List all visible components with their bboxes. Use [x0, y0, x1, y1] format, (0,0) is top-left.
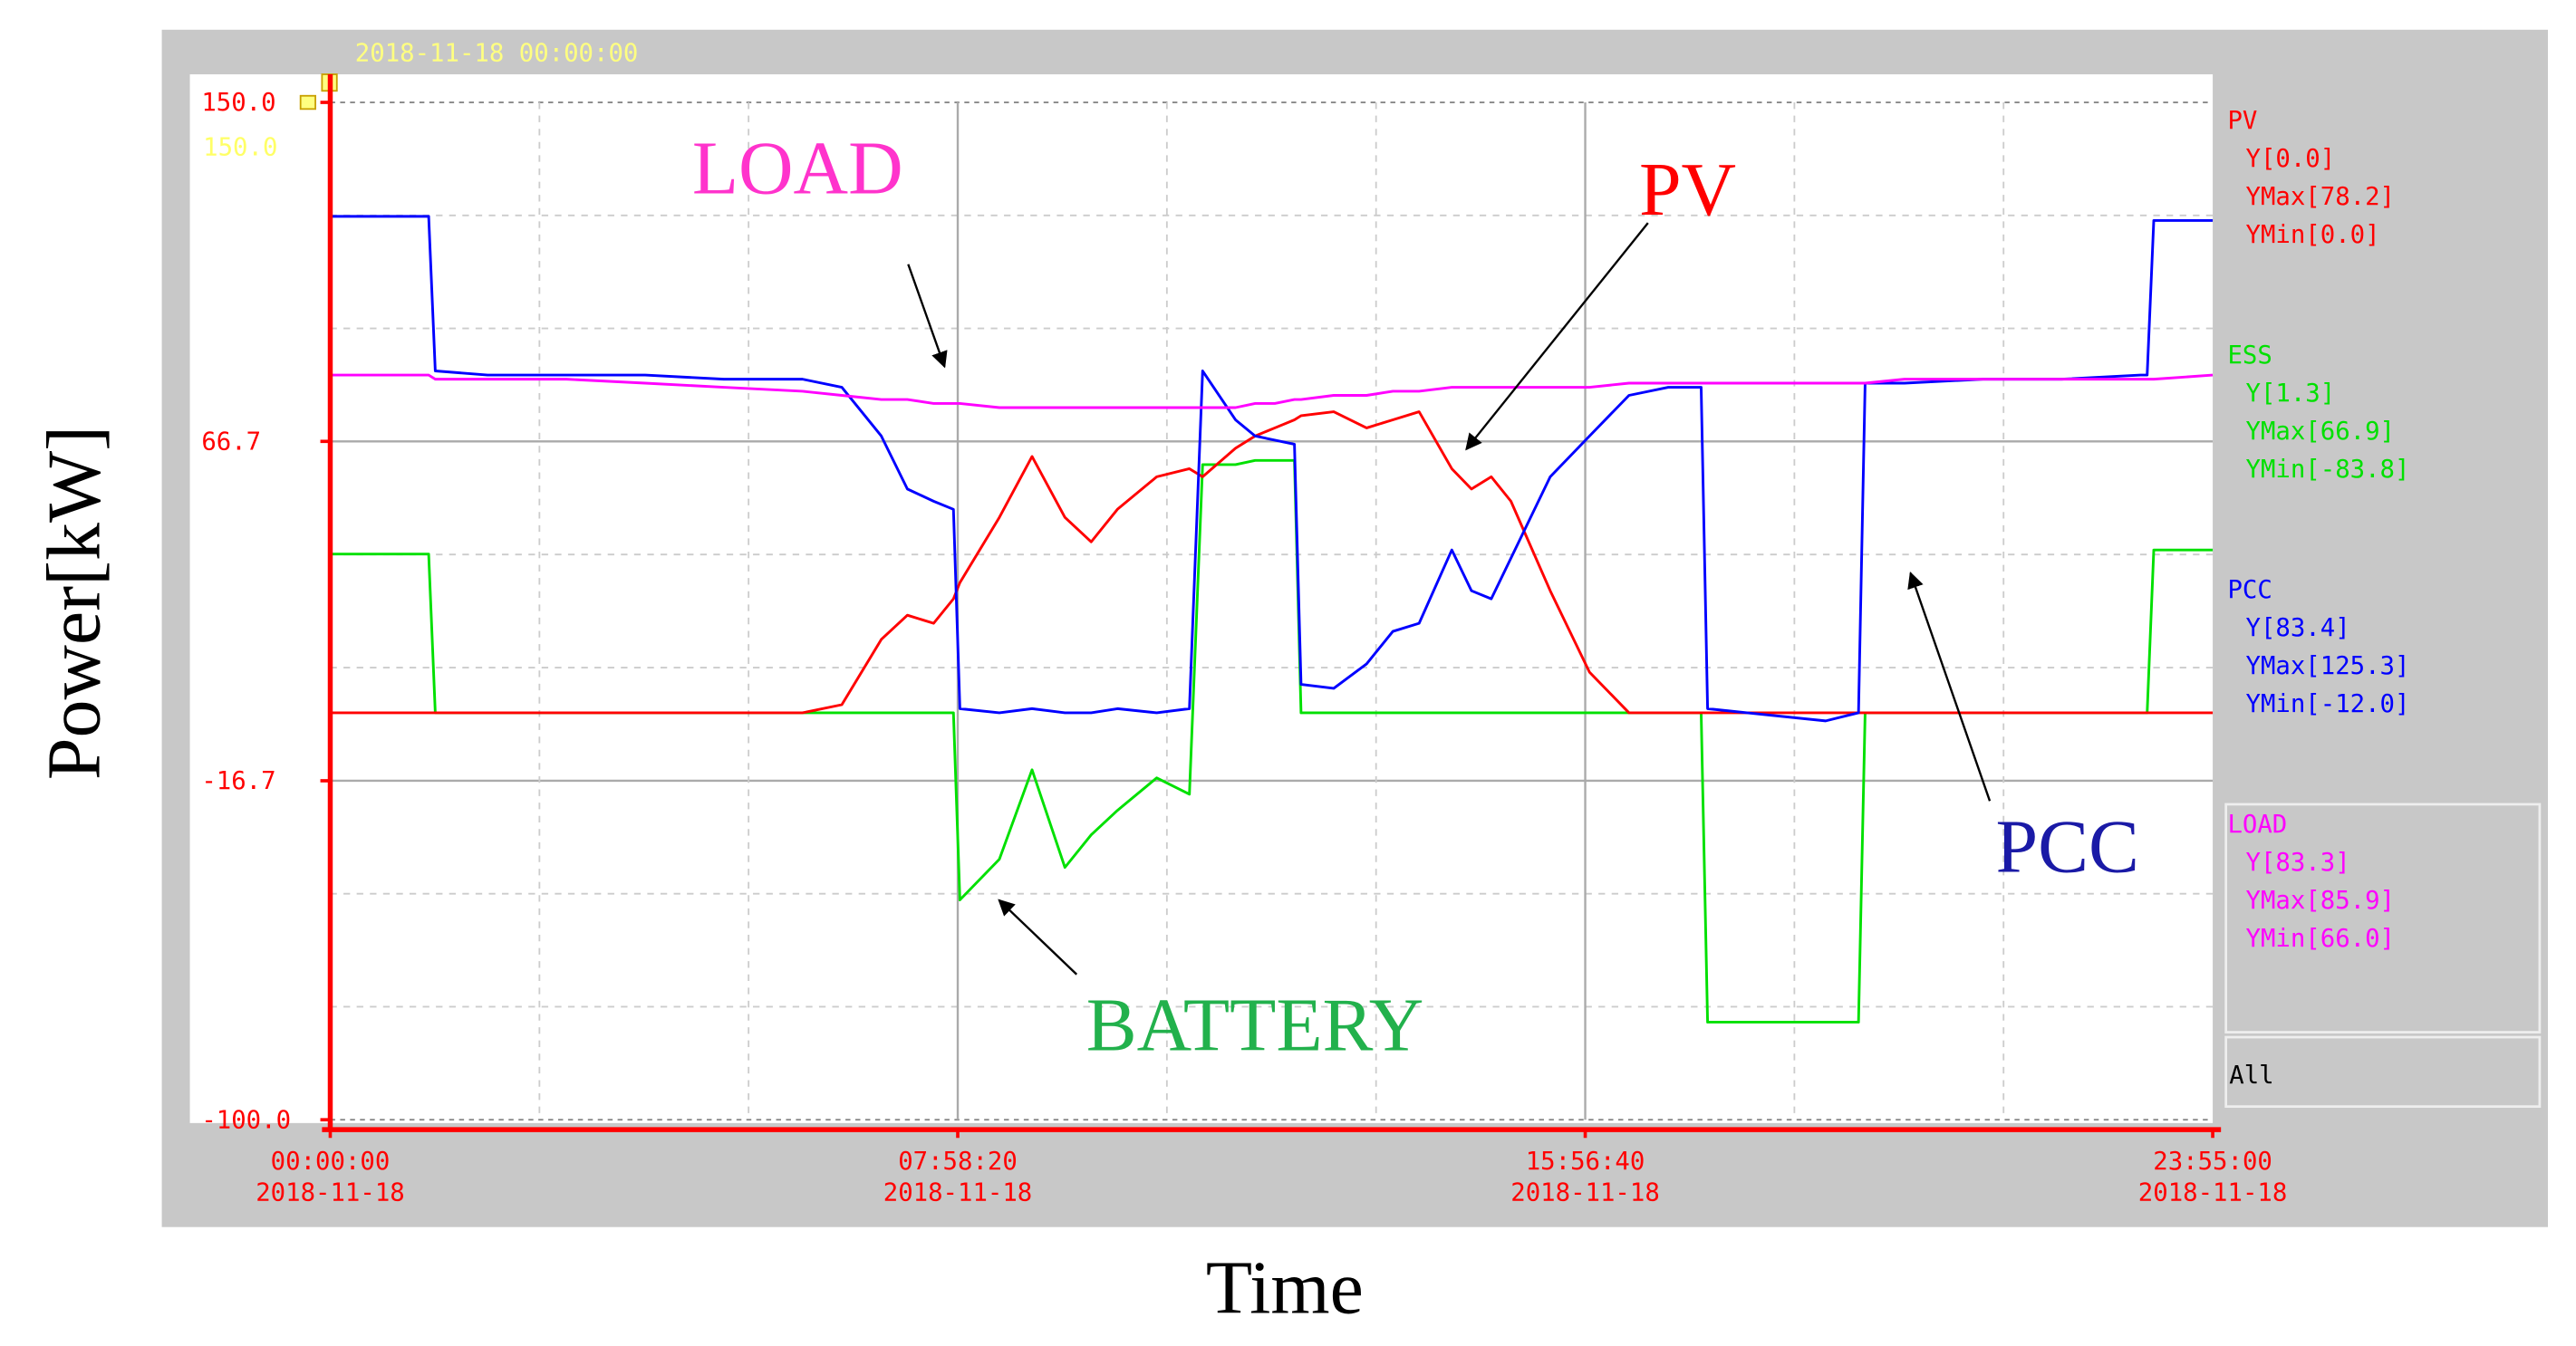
- x-tick-label: 23:55:00: [2153, 1148, 2272, 1176]
- y-tick-label: -100.0: [201, 1106, 291, 1134]
- arrow: [998, 899, 1078, 976]
- legend-stat: YMax[125.3]: [2246, 652, 2410, 680]
- legend-stat: Y[83.3]: [2246, 849, 2350, 877]
- x-tick-label: 00:00:00: [271, 1148, 391, 1176]
- legend-stat: YMin[-83.8]: [2246, 456, 2410, 484]
- legend-stat: YMin[0.0]: [2246, 221, 2380, 249]
- all-label: All: [2229, 1062, 2273, 1090]
- x-tick-date: 2018-11-18: [2138, 1179, 2287, 1207]
- y-axis-label: Power[kW]: [32, 426, 116, 780]
- legend-name: LOAD: [2227, 811, 2287, 839]
- y-tick-label: 150.0: [201, 89, 275, 117]
- cursor-value: 150.0: [203, 133, 277, 161]
- x-tick-date: 2018-11-18: [883, 1179, 1032, 1207]
- legend-stat: YMin[66.0]: [2246, 925, 2395, 953]
- series-line: [330, 410, 2214, 715]
- arrow: [1907, 571, 1992, 802]
- x-tick-label: 07:58:20: [898, 1148, 1018, 1176]
- cursor-time: 2018-11-18 00:00:00: [355, 39, 639, 67]
- legend-stat: Y[1.3]: [2246, 380, 2336, 408]
- annotation: BATTERY: [1086, 984, 1424, 1068]
- y-tick-label: 66.7: [201, 428, 261, 456]
- y-tick-label: -16.7: [201, 767, 275, 795]
- x-axis-label: Time: [1206, 1246, 1364, 1331]
- x-tick-label: 15:56:40: [1526, 1148, 1645, 1176]
- arrow: [907, 264, 948, 369]
- legend-stat: YMax[66.9]: [2246, 418, 2395, 446]
- legend-stat: YMax[85.9]: [2246, 887, 2395, 915]
- all-box: [2224, 1035, 2542, 1108]
- series-line: [330, 373, 2214, 409]
- annotation: PV: [1639, 148, 1736, 232]
- x-tick-date: 2018-11-18: [256, 1179, 404, 1207]
- arrow: [1465, 222, 1649, 451]
- annotation: LOAD: [692, 126, 903, 210]
- legend-stat: YMin[-12.0]: [2246, 690, 2410, 718]
- legend-stat: Y[83.4]: [2246, 614, 2350, 642]
- legend-name: PCC: [2227, 576, 2272, 604]
- plot-background: [189, 74, 2214, 1123]
- annotation: PCC: [1995, 805, 2138, 889]
- legend-stat: Y[0.0]: [2246, 145, 2336, 173]
- legend-name: PV: [2227, 107, 2257, 135]
- legend-name: ESS: [2227, 341, 2272, 370]
- legend-stat: YMax[78.2]: [2246, 183, 2395, 211]
- legend-box: [2224, 803, 2542, 1034]
- x-tick-date: 2018-11-18: [1510, 1179, 1659, 1207]
- series-line: [330, 215, 2214, 723]
- cursor-handle: [299, 94, 316, 111]
